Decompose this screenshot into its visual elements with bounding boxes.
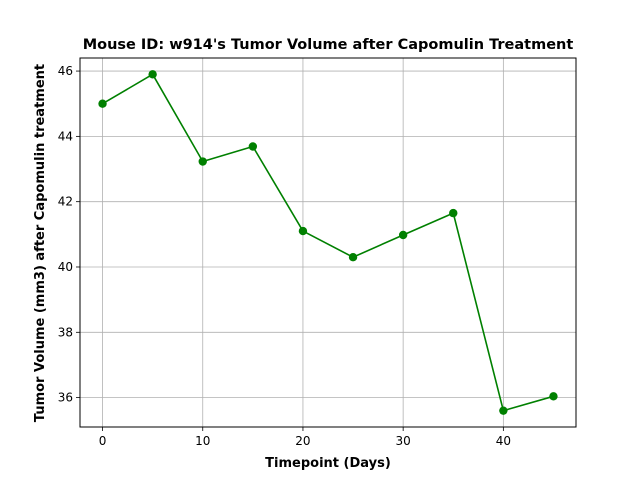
x-tick-label: 30 bbox=[396, 434, 411, 448]
y-tick-label: 40 bbox=[58, 260, 73, 274]
y-tick-label: 38 bbox=[58, 325, 73, 339]
plot-frame bbox=[79, 57, 577, 428]
data-point bbox=[198, 157, 207, 166]
y-tick-label: 46 bbox=[58, 64, 73, 78]
y-tick-label: 44 bbox=[58, 129, 73, 143]
x-tick-label: 20 bbox=[295, 434, 310, 448]
x-axis-label: Timepoint (Days) bbox=[265, 456, 391, 471]
y-axis-label: Tumor Volume (mm3) after Capomulin treat… bbox=[33, 64, 48, 422]
data-point bbox=[398, 230, 408, 240]
x-tick-label: 40 bbox=[496, 434, 511, 448]
data-point bbox=[549, 392, 558, 401]
data-point bbox=[499, 406, 508, 415]
x-tick-label: 0 bbox=[99, 434, 107, 448]
data-point bbox=[298, 226, 308, 236]
x-tick-label: 10 bbox=[195, 434, 210, 448]
axis-ticks: 0 10 20 30 40 36 38 40 42 44 46 bbox=[58, 64, 511, 448]
data-point bbox=[98, 99, 107, 108]
data-point bbox=[248, 142, 258, 151]
series-line bbox=[98, 70, 558, 415]
data-point bbox=[148, 70, 157, 79]
data-point bbox=[348, 252, 358, 262]
y-tick-label: 36 bbox=[58, 391, 73, 405]
series-path bbox=[102, 73, 554, 412]
chart-title: Mouse ID: w914's Tumor Volume after Capo… bbox=[83, 37, 574, 53]
y-tick-label: 42 bbox=[58, 195, 73, 209]
grid bbox=[80, 58, 576, 427]
data-point bbox=[449, 208, 458, 218]
